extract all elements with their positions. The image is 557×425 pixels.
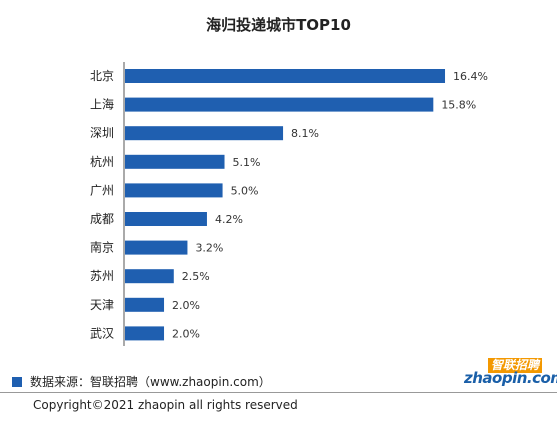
bar-chart: 北京 16.4% 上海 15.8% 深圳 8.1% 杭州 5.1% 广州 5.0% 成都 4.2% 南京… [90, 62, 488, 346]
category-label: 武汉 [90, 326, 114, 340]
copyright-text: Copyright©2021 zhaopin all rights reserv… [33, 398, 298, 412]
value-label: 15.8% [441, 99, 476, 112]
category-label: 南京 [90, 240, 114, 255]
source-marker-icon [12, 376, 22, 387]
value-label: 16.4% [453, 70, 488, 83]
value-label: 2.0% [172, 327, 200, 340]
category-label: 北京 [90, 69, 114, 83]
bar [125, 212, 207, 226]
category-label: 杭州 [90, 154, 114, 169]
value-label: 5.0% [231, 184, 259, 197]
category-label: 上海 [90, 97, 114, 112]
category-label: 深圳 [90, 126, 114, 140]
value-label: 4.2% [215, 213, 243, 226]
category-label: 苏州 [90, 269, 114, 283]
value-label: 2.5% [182, 270, 210, 283]
category-label: 广州 [90, 183, 114, 197]
zhaopin-logo: 智联招聘 zhaopin.com [462, 358, 557, 388]
value-label: 3.2% [195, 242, 223, 255]
bar [125, 240, 188, 255]
data-source: 数据来源：智联招聘（www.zhaopin.com） [12, 373, 271, 390]
bar [125, 69, 446, 83]
bar [125, 97, 434, 112]
category-label: 天津 [90, 298, 114, 312]
value-label: 5.1% [233, 156, 261, 169]
value-label: 8.1% [291, 127, 319, 140]
bar [125, 326, 165, 341]
chart-title: 海归投递城市TOP10 [206, 16, 351, 34]
bar [125, 297, 165, 312]
bar [125, 269, 174, 284]
source-text: 数据来源：智联招聘（www.zhaopin.com） [30, 375, 271, 389]
logo-cn: 智联招聘 [487, 358, 542, 373]
logo-en: zhaopin.com [464, 369, 557, 387]
bar [125, 126, 284, 141]
category-label: 成都 [90, 212, 114, 226]
value-label: 2.0% [172, 299, 200, 312]
bar [125, 154, 225, 169]
footer-divider [0, 392, 557, 393]
bar [125, 183, 223, 198]
